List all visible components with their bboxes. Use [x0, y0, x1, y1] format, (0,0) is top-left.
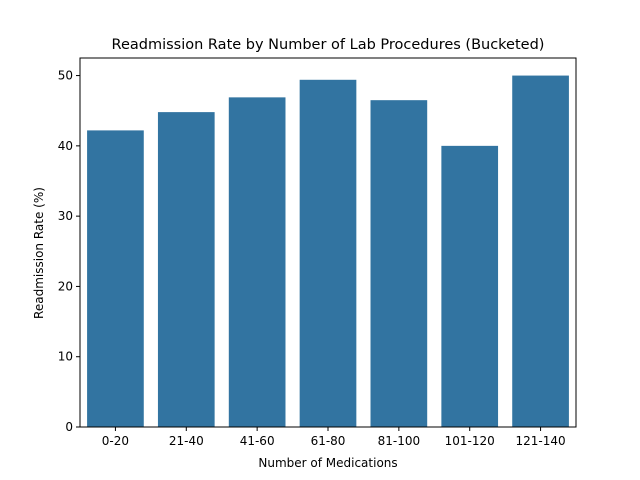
y-tick-label: 0 — [65, 420, 73, 434]
x-tick-label: 21-40 — [169, 434, 204, 448]
bar-0-20 — [87, 130, 144, 427]
x-tick-label: 81-100 — [378, 434, 421, 448]
bar-101-120 — [441, 145, 499, 427]
y-tick-label: 40 — [58, 139, 73, 153]
x-axis: 0-20 21-40 41-60 61-80 81-100 101-120 121-140 — [102, 427, 566, 448]
y-tick-label: 50 — [58, 69, 73, 83]
bar-61-80 — [299, 79, 357, 427]
x-tick-label: 101-120 — [445, 434, 495, 448]
bars-group — [87, 75, 569, 428]
y-axis: 0 10 20 30 40 50 — [58, 69, 80, 434]
chart-title: Readmission Rate by Number of Lab Proced… — [112, 37, 545, 53]
bar-41-60 — [228, 97, 286, 428]
plot-frame — [79, 57, 577, 428]
y-tick-label: 30 — [58, 209, 73, 223]
x-tick-label: 121-140 — [516, 434, 566, 448]
y-tick-label: 20 — [58, 279, 73, 293]
y-axis-label: Readmission Rate (%) — [32, 187, 46, 319]
y-tick-label: 10 — [58, 350, 73, 364]
x-tick-label: 0-20 — [102, 434, 129, 448]
bar-21-40 — [157, 112, 215, 428]
bar-81-100 — [370, 100, 428, 428]
x-tick-label: 61-80 — [311, 434, 346, 448]
x-tick-label: 41-60 — [240, 434, 275, 448]
bar-121-140 — [512, 75, 569, 428]
x-axis-label: Number of Medications — [258, 456, 397, 470]
